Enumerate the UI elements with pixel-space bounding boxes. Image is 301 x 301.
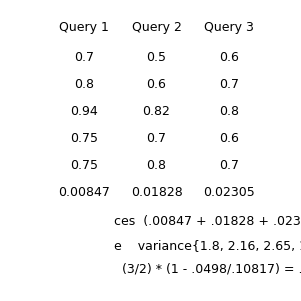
Text: e    variance{1.8, 2.16, 2.65, 1.95,: e variance{1.8, 2.16, 2.65, 1.95,	[114, 239, 301, 252]
Text: 0.75: 0.75	[70, 132, 98, 145]
Text: 0.94: 0.94	[70, 105, 98, 118]
Text: 0.8: 0.8	[147, 159, 166, 172]
Text: ces  (.00847 + .01828 + .02305) =: ces (.00847 + .01828 + .02305) =	[114, 215, 301, 228]
Text: 0.00847: 0.00847	[58, 186, 110, 199]
Text: 0.75: 0.75	[70, 159, 98, 172]
Text: Query 2: Query 2	[132, 20, 182, 34]
Text: 0.7: 0.7	[147, 132, 166, 145]
Text: 0.01828: 0.01828	[131, 186, 182, 199]
Text: (3/2) * (1 - .0498/.10817) = .80: (3/2) * (1 - .0498/.10817) = .80	[114, 263, 301, 276]
Text: 0.6: 0.6	[219, 132, 239, 145]
Text: 0.7: 0.7	[219, 78, 239, 91]
Text: 0.8: 0.8	[74, 78, 94, 91]
Text: Query 3: Query 3	[204, 20, 254, 34]
Text: Query 1: Query 1	[59, 20, 109, 34]
Text: 0.02305: 0.02305	[203, 186, 255, 199]
Text: 0.6: 0.6	[219, 51, 239, 64]
Text: 0.82: 0.82	[143, 105, 170, 118]
Text: 0.7: 0.7	[219, 159, 239, 172]
Text: 0.8: 0.8	[219, 105, 239, 118]
Text: 0.6: 0.6	[147, 78, 166, 91]
Text: 0.5: 0.5	[147, 51, 166, 64]
Text: 0.7: 0.7	[74, 51, 94, 64]
